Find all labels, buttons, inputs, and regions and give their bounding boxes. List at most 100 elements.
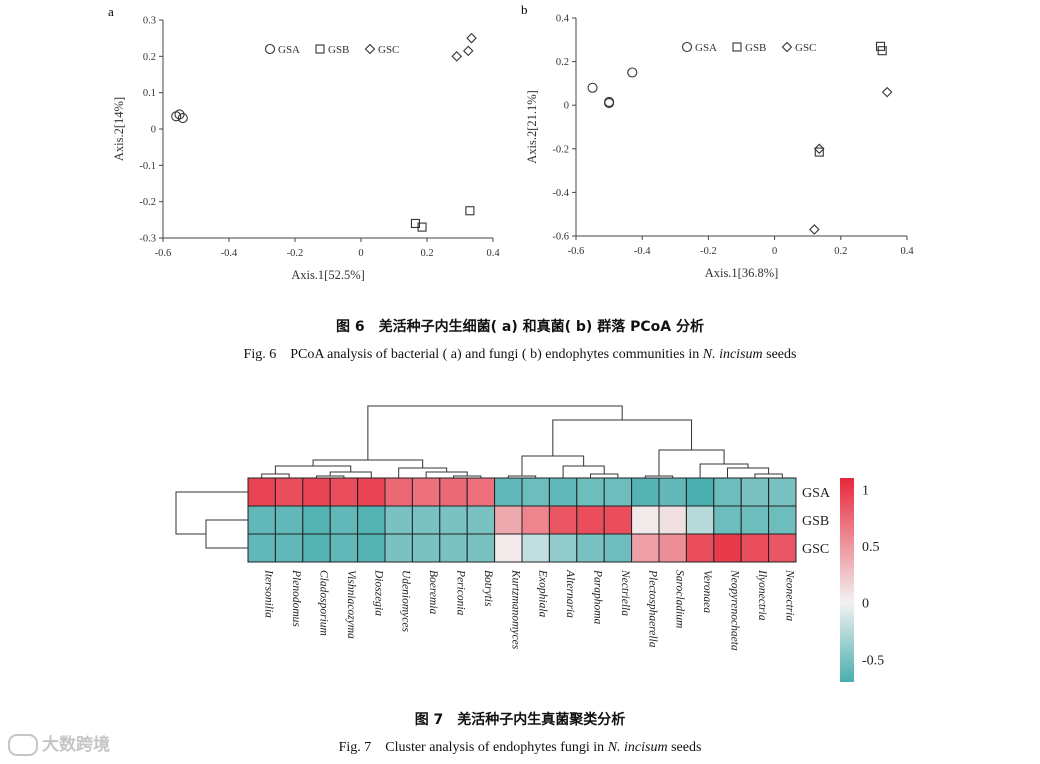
heatmap-cell — [247, 477, 276, 507]
column-label: Udeniomyces — [400, 570, 412, 632]
legend-marker-gsc — [364, 43, 376, 55]
legend-marker-gsa — [264, 43, 276, 55]
data-point-gsb — [877, 46, 887, 56]
column-dendrogram-branch — [552, 419, 693, 456]
column-dendrogram-branch — [727, 467, 770, 478]
colorbar — [840, 478, 854, 682]
x-axis-label: Axis.1[36.8%] — [705, 266, 779, 280]
heatmap-cell — [274, 505, 304, 535]
x-tick-label: 0 — [772, 246, 777, 257]
column-dendrogram-branch — [312, 459, 424, 468]
heatmap-cell — [685, 533, 715, 563]
heatmap-cell — [384, 477, 413, 507]
heatmap-cell — [658, 533, 687, 563]
heatmap-cell — [384, 533, 413, 563]
heatmap-cell — [247, 533, 276, 563]
column-label: Neonectria — [783, 569, 795, 621]
legend-label-gsa: GSA — [278, 44, 300, 56]
x-tick-label: -0.2 — [287, 248, 304, 259]
heatmap-cell — [576, 477, 605, 507]
column-label: Boeremia — [427, 570, 439, 615]
heatmap-cell — [658, 477, 687, 507]
column-label: Veronaea — [701, 570, 713, 613]
heatmap-cell — [439, 533, 468, 563]
x-tick-label: -0.2 — [700, 246, 717, 257]
column-dendrogram-branch — [329, 471, 372, 478]
x-tick-label: -0.6 — [155, 248, 172, 259]
column-label: Botrytis — [482, 570, 494, 607]
heatmap-cell — [494, 533, 523, 563]
column-label: Dioszegia — [372, 569, 384, 616]
heatmap-cell — [302, 505, 331, 535]
heatmap-cell — [713, 533, 742, 563]
heatmap-cell — [740, 477, 770, 507]
row-dendrogram-branch — [205, 519, 248, 549]
legend-label-gsc: GSC — [378, 44, 399, 56]
colorbar-tick-label: 0.5 — [862, 540, 880, 555]
heatmap-cell — [466, 477, 496, 507]
heatmap-cell — [494, 505, 523, 535]
x-tick-label: 0.2 — [834, 246, 847, 257]
column-dendrogram-branch — [562, 465, 605, 478]
heatmap-cell — [357, 533, 386, 563]
heatmap-cell — [302, 533, 331, 563]
heatmap-cell — [329, 533, 359, 563]
legend-label-gsa: GSA — [695, 42, 717, 54]
heatmap-cell — [411, 477, 441, 507]
heatmap-cell — [576, 505, 605, 535]
heatmap-cell — [521, 505, 550, 535]
colorbar-tick-label: 0 — [862, 597, 869, 612]
row-dendrogram-branch — [175, 491, 248, 535]
legend-marker-gsb — [732, 42, 742, 52]
column-label: Cladosporium — [318, 570, 330, 636]
heatmap-cell — [548, 533, 578, 563]
y-tick-label: 0 — [151, 125, 156, 136]
column-label: Plectosphaerella — [646, 569, 658, 648]
x-tick-label: -0.6 — [568, 246, 585, 257]
fig6-caption-cn: 图 6 羌活种子内生细菌( a) 和真菌( b) 群落 PCoA 分析 — [336, 319, 704, 335]
data-point-gsb — [465, 206, 475, 216]
heatmap-cell — [411, 505, 441, 535]
colorbar-tick-label: -0.5 — [862, 653, 884, 668]
data-point-gsb — [814, 147, 824, 157]
row-label: GSA — [802, 486, 831, 501]
y-tick-label: 0.4 — [556, 14, 570, 25]
heatmap-cell — [685, 505, 715, 535]
panel-label: b — [521, 2, 528, 17]
y-axis-label: Axis.2[14%] — [112, 97, 126, 161]
heatmap-cell — [631, 533, 660, 563]
heatmap-cell — [274, 477, 304, 507]
x-tick-label: -0.4 — [221, 248, 238, 259]
column-label: Nectriella — [619, 569, 631, 616]
heatmap-cell — [713, 505, 742, 535]
y-tick-label: -0.2 — [139, 197, 156, 208]
column-dendrogram-branch — [590, 473, 619, 478]
heatmap-cell — [466, 505, 496, 535]
x-axis-label: Axis.1[52.5%] — [291, 268, 365, 282]
data-point-gsa — [177, 113, 188, 124]
column-label: Periconia — [455, 569, 467, 616]
data-point-gsc — [466, 32, 477, 44]
heatmap-cell — [357, 477, 386, 507]
data-point-gsa — [627, 67, 638, 78]
heatmap-cell — [768, 505, 797, 535]
heatmap-cell — [713, 477, 742, 507]
y-tick-label: 0.2 — [556, 57, 569, 68]
heatmap-cell — [768, 533, 797, 563]
legend-label-gsb: GSB — [328, 44, 349, 56]
watermark: 大数跨境 — [8, 730, 110, 756]
column-dendrogram-branch — [425, 471, 468, 478]
heatmap-cell — [740, 533, 770, 563]
column-label: Neopyrenochaeta — [729, 569, 741, 651]
y-tick-label: -0.2 — [552, 144, 569, 155]
data-point-gsc — [814, 143, 825, 155]
colorbar-tick-label: 1 — [862, 483, 869, 498]
x-tick-label: 0.4 — [486, 248, 500, 259]
heatmap-cell — [329, 505, 359, 535]
heatmap-cell — [631, 477, 660, 507]
column-label: Ilyonectria — [756, 569, 768, 621]
y-tick-label: 0 — [564, 101, 569, 112]
heatmap-cell — [603, 533, 633, 563]
heatmap-cell — [658, 505, 687, 535]
